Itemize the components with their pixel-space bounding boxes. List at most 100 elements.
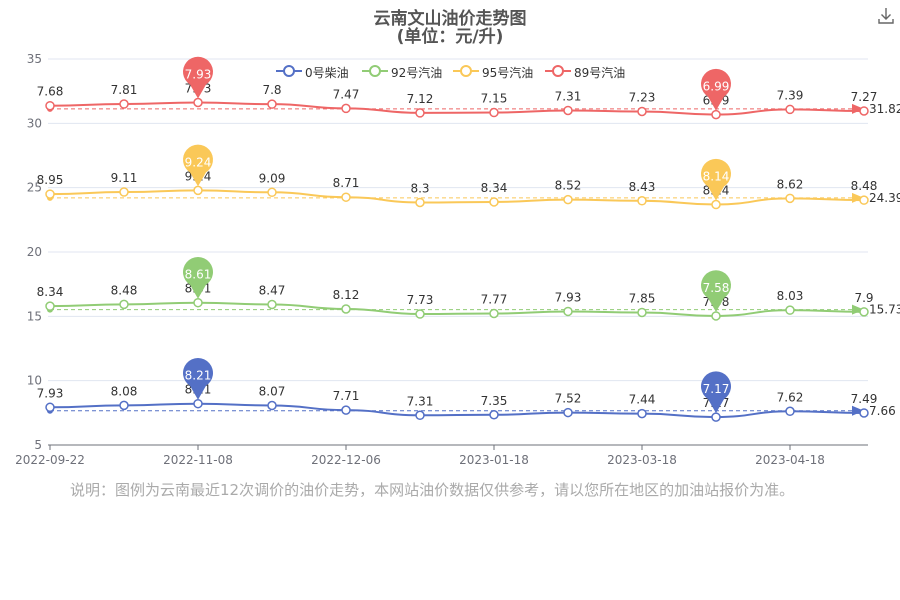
max-marker-3: 7.93 xyxy=(183,56,213,99)
legend-label: 89号汽油 xyxy=(574,66,626,80)
legend-label: 0号柴油 xyxy=(305,66,349,80)
data-point xyxy=(415,197,425,208)
data-point xyxy=(415,309,425,319)
data-point xyxy=(489,197,499,207)
marker-pin-label: 8.14 xyxy=(703,170,730,184)
data-point xyxy=(267,299,277,310)
data-point xyxy=(563,407,573,418)
data-label: 7.31 xyxy=(407,394,434,408)
average-label: 24.39 xyxy=(869,191,900,205)
x-tick-label: 2023-04-18 xyxy=(755,453,825,467)
chart-subtitle: (单位：元/升) xyxy=(396,27,504,47)
data-point xyxy=(119,187,129,197)
data-point xyxy=(119,99,129,109)
data-point xyxy=(415,410,425,421)
data-label: 7.9 xyxy=(854,291,873,305)
data-label: 8.47 xyxy=(259,283,286,297)
average-arrow xyxy=(852,304,864,315)
series-line-2 xyxy=(49,189,865,206)
data-label: 7.81 xyxy=(111,83,138,97)
data-point xyxy=(45,189,55,199)
data-label: 8.34 xyxy=(481,181,508,195)
data-label: 8.48 xyxy=(111,283,138,297)
data-point xyxy=(119,299,129,310)
data-point xyxy=(785,305,795,315)
data-point xyxy=(267,187,277,198)
data-point xyxy=(193,297,203,308)
data-label: 7.73 xyxy=(407,293,434,307)
data-label: 9.11 xyxy=(111,171,138,185)
data-label: 7.12 xyxy=(407,92,434,106)
max-marker-2: 9.24 xyxy=(183,144,213,187)
data-point xyxy=(563,306,573,317)
data-label: 8.71 xyxy=(333,176,360,190)
data-point xyxy=(859,195,869,205)
data-point xyxy=(193,398,203,409)
marker-pin-shape xyxy=(183,56,213,99)
data-point xyxy=(489,107,499,118)
data-label: 8.43 xyxy=(629,180,656,194)
data-point xyxy=(637,307,647,318)
data-label: 8.12 xyxy=(333,288,360,302)
average-label: 31.82 xyxy=(869,102,900,116)
data-label: 8.48 xyxy=(851,179,878,193)
marker-pin-label: 7.17 xyxy=(703,382,730,396)
data-point xyxy=(45,402,55,413)
marker-pin-shape xyxy=(183,144,213,187)
data-point xyxy=(267,99,277,109)
average-arrow xyxy=(852,103,864,114)
download-icon[interactable] xyxy=(876,6,896,26)
data-label: 7.23 xyxy=(629,90,656,104)
x-tick-label: 2023-03-18 xyxy=(607,453,677,467)
data-label: 7.8 xyxy=(262,83,281,97)
data-label: 7.15 xyxy=(481,92,508,106)
average-arrow xyxy=(852,405,864,416)
marker-pin-shape xyxy=(701,158,732,201)
data-point xyxy=(637,408,647,419)
data-point xyxy=(119,400,129,411)
data-point xyxy=(489,308,499,319)
min-marker-0: 7.17 xyxy=(701,371,731,414)
data-label: 8.62 xyxy=(777,177,804,191)
data-point xyxy=(341,405,351,415)
series-line-3 xyxy=(49,101,865,116)
series-line-1 xyxy=(49,301,865,317)
data-point xyxy=(563,105,573,116)
data-point xyxy=(563,194,573,205)
data-label: 7.68 xyxy=(37,85,64,99)
x-tick-label: 2022-09-22 xyxy=(15,453,85,467)
data-point xyxy=(859,307,869,317)
min-marker-2: 8.14 xyxy=(701,158,732,201)
y-tick-label: 20 xyxy=(27,245,42,259)
data-label: 8.52 xyxy=(555,179,582,193)
data-point xyxy=(785,193,795,204)
y-tick-label: 25 xyxy=(27,181,42,195)
data-label: 8.08 xyxy=(111,384,138,398)
data-point xyxy=(267,400,277,411)
chart-note: 说明：图例为云南最近12次调价的油价走势，本网站油价数据仅供参考，请以您所在地区… xyxy=(70,481,795,499)
average-label: 15.73 xyxy=(869,303,900,317)
marker-pin-shape xyxy=(701,68,732,111)
data-label: 8.07 xyxy=(259,384,286,398)
chart-title: 云南文山油价走势图 xyxy=(373,9,527,29)
data-label: 8.3 xyxy=(410,181,429,195)
data-label: 8.95 xyxy=(37,173,64,187)
data-point xyxy=(341,304,351,314)
data-label: 7.62 xyxy=(777,390,804,404)
average-label: 7.66 xyxy=(869,404,896,418)
marker-pin-shape xyxy=(701,371,731,414)
data-label: 7.49 xyxy=(851,392,878,406)
y-tick-label: 10 xyxy=(27,374,42,388)
data-label: 7.93 xyxy=(555,290,582,304)
line-chart: 5 10 15 20 25 30 35 2022-09-22 2022-11-08 2022-12… xyxy=(15,52,900,467)
data-point xyxy=(711,199,721,210)
x-tick-label: 2023-01-18 xyxy=(459,453,529,467)
data-point xyxy=(711,109,721,120)
data-point xyxy=(45,100,55,111)
data-label: 8.03 xyxy=(777,289,804,303)
data-label: 7.27 xyxy=(851,90,878,104)
x-tick-label: 2022-11-08 xyxy=(163,453,233,467)
data-point xyxy=(711,311,721,321)
min-marker-1: 7.58 xyxy=(701,270,731,312)
data-point xyxy=(785,406,795,417)
